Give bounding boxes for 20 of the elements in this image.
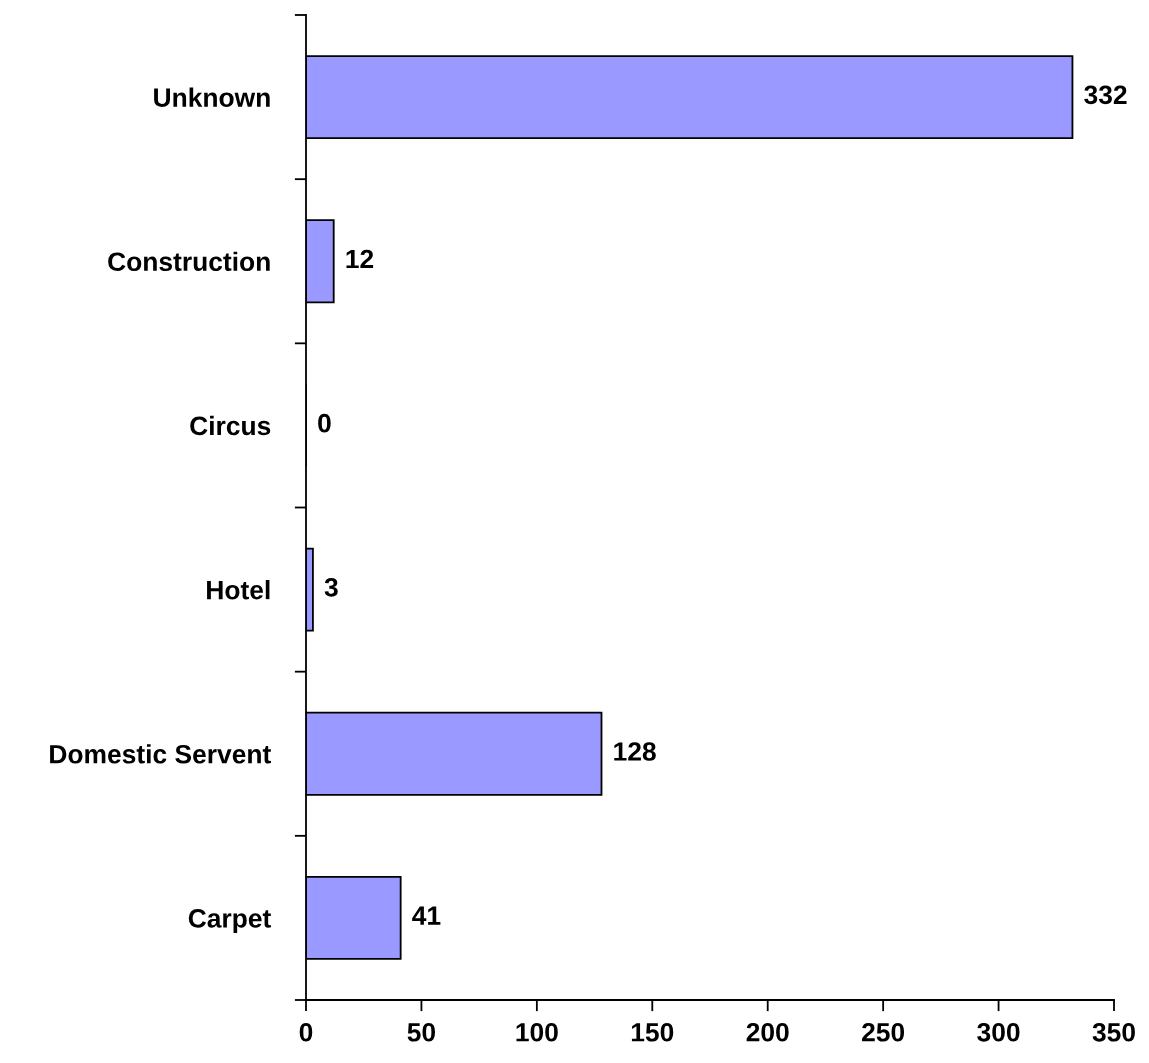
y-tick-label: Domestic Servent (50, 744, 271, 764)
x-tick-label: 300 (977, 1022, 1020, 1042)
x-tick-label: 100 (516, 1022, 558, 1042)
x-tick-label: 200 (746, 1022, 789, 1042)
y-tick-label: Carpet (188, 909, 271, 933)
data-label: 3 (324, 577, 338, 597)
data-label: 332 (1084, 85, 1127, 105)
x-tick-label: 50 (407, 1022, 436, 1042)
data-label: 128 (614, 742, 656, 761)
y-tick-label: Construction (108, 251, 270, 272)
x-tick-label: 350 (1092, 1022, 1135, 1042)
y-tick-label: Hotel (207, 580, 270, 600)
y-tick-label: Unknown (154, 87, 270, 107)
data-label: 12 (346, 249, 374, 269)
x-tick-label: 150 (631, 1022, 674, 1042)
x-tick-label: 0 (299, 1022, 313, 1042)
y-tick-label: Circus (190, 415, 271, 436)
data-label: 0 (318, 413, 331, 433)
x-tick-label: 250 (862, 1022, 905, 1042)
data-label: 41 (412, 906, 441, 925)
